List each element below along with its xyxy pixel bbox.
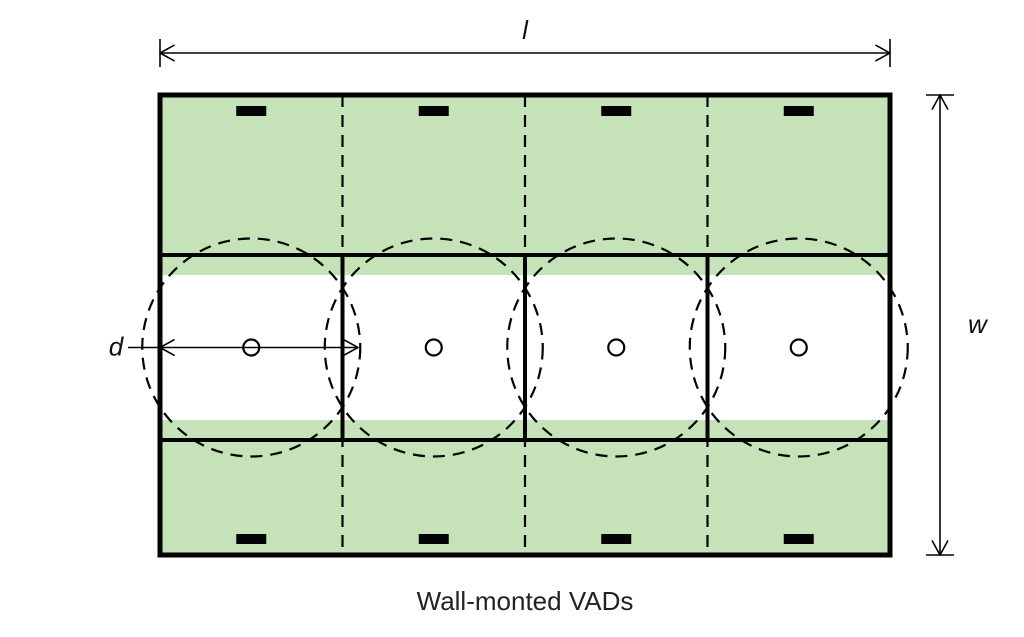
detector-marker [426, 340, 442, 356]
detector-marker [608, 340, 624, 356]
vad-top [236, 106, 266, 116]
vad-bottom [601, 534, 631, 544]
vad-bottom [784, 534, 814, 544]
dim-w-label: w [968, 309, 989, 339]
vad-layout-diagram: lwdWall-monted VADs [0, 0, 1024, 637]
vad-top [419, 106, 449, 116]
vad-bottom [419, 534, 449, 544]
diagram-container: lwdWall-monted VADs [0, 0, 1024, 637]
vad-top [601, 106, 631, 116]
vad-bottom [236, 534, 266, 544]
caption: Wall-monted VADs [417, 586, 634, 616]
dim-d-label: d [109, 332, 125, 362]
detector-marker [791, 340, 807, 356]
vad-top [784, 106, 814, 116]
